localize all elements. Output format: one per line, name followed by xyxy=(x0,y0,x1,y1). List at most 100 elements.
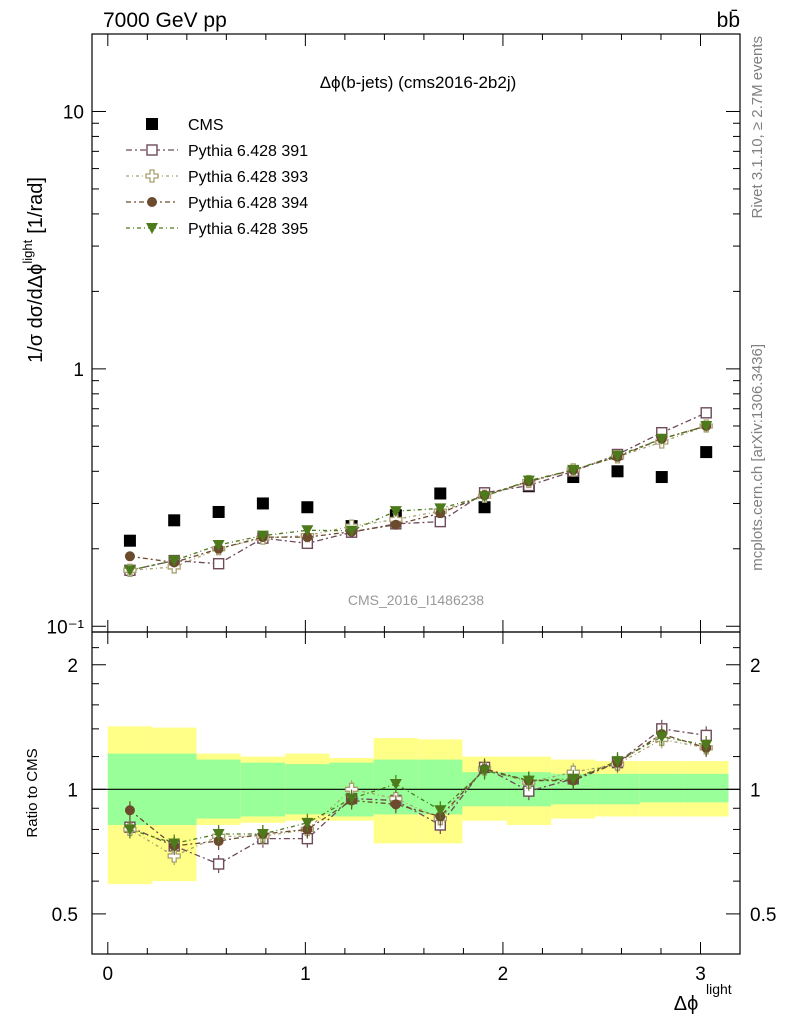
legend: CMS Pythia 6.428 391 Pythia 6.428 393 Pythi… xyxy=(126,117,308,238)
series-3-point xyxy=(302,532,313,543)
ratio-tick-label-right: 2 xyxy=(750,656,761,677)
y-tick-label: 1 xyxy=(73,360,84,381)
x-tick-labels: 0 1 2 3 xyxy=(103,964,706,985)
series-0-point xyxy=(655,471,668,484)
y-tick-label: 10⁻¹ xyxy=(47,617,85,638)
series-4-point xyxy=(389,506,402,518)
x-axis-label: Δϕ light xyxy=(674,981,732,1015)
main-axis-ticks: 10⁻¹ 1 10 xyxy=(47,33,740,638)
series-4-point xyxy=(123,565,136,577)
series-0-point xyxy=(434,487,447,500)
ratio-y-label: Ratio to CMS xyxy=(24,748,41,837)
ratio-tick-label-right: 1 xyxy=(750,780,761,801)
main-series xyxy=(123,407,713,577)
series-0-point xyxy=(123,534,136,547)
ratio-tick-label-left: 1 xyxy=(67,780,78,801)
ratio-4-point xyxy=(301,817,314,829)
series-4-point xyxy=(567,464,580,476)
svg-text:Δϕ: Δϕ xyxy=(674,993,699,1015)
ratio-4-point xyxy=(168,838,181,850)
series-4-point xyxy=(522,475,535,487)
rivet-label: Rivet 3.1.10, ≥ 2.7M events xyxy=(749,36,766,219)
ratio-4-point xyxy=(256,828,269,840)
legend-marker-2 xyxy=(145,169,159,183)
ratio-4-point xyxy=(655,731,668,743)
legend-label-0: CMS xyxy=(188,117,224,134)
legend-label-2: Pythia 6.428 393 xyxy=(188,169,308,186)
ratio-plot-frame xyxy=(91,631,741,955)
legend-marker-1 xyxy=(146,144,158,156)
series-0-point xyxy=(478,501,491,514)
y-tick-label: 10 xyxy=(63,102,84,123)
legend-label-3: Pythia 6.428 394 xyxy=(188,195,308,212)
x-tick-label: 3 xyxy=(695,964,706,985)
x-tick-label: 1 xyxy=(300,964,311,985)
series-0-point xyxy=(212,505,225,518)
series-3-point xyxy=(390,519,401,530)
ratio-bands xyxy=(92,726,740,885)
ratio-axis-ticks: 0.5 0.5 1 1 2 2 xyxy=(52,632,776,954)
series-0-point xyxy=(168,514,181,527)
main-panel: 10⁻¹ 1 10 Δϕ(b-jets) (cms2016-2b2j) CMS_20… xyxy=(47,33,741,638)
series-0-point xyxy=(256,497,269,510)
series-4-point xyxy=(700,420,713,432)
x-tick-label: 0 xyxy=(103,964,114,985)
ratio-panel: 0.5 0.5 1 1 2 2 xyxy=(52,631,776,955)
y-axis-label-main: 1/σ dσ/dΔϕ xyxy=(25,264,47,363)
series-3-point xyxy=(124,551,135,562)
legend-marker-3 xyxy=(147,197,157,207)
series-4-point xyxy=(478,491,491,503)
ratio-1-point xyxy=(212,858,225,870)
series-0-point xyxy=(611,465,624,478)
ratio-tick-label-left: 2 xyxy=(67,656,78,677)
ratio-4-point xyxy=(478,765,491,777)
series-4-point xyxy=(168,555,181,567)
band-inner-13 xyxy=(684,773,729,803)
x-axis-label-main: Δϕ xyxy=(674,993,699,1015)
series-4-point xyxy=(301,525,314,537)
ratio-2-point xyxy=(167,849,181,863)
series-4-point xyxy=(655,433,668,445)
legend-label-1: Pythia 6.428 391 xyxy=(188,143,308,160)
mcplots-label: mcplots.cern.ch [arXiv:1306.3436] xyxy=(749,344,766,571)
x-tick-label: 2 xyxy=(498,964,509,985)
ratio-3-point xyxy=(390,799,401,810)
series-line-1 xyxy=(129,412,707,571)
series-4-point xyxy=(256,530,269,542)
watermark: CMS_2016_I1486238 xyxy=(348,592,484,608)
ratio-4-point xyxy=(567,773,580,785)
series-4-point xyxy=(434,503,447,515)
series-1-point xyxy=(212,558,225,570)
ratio-line-3 xyxy=(129,733,707,847)
series-4-point xyxy=(212,539,225,551)
series-4-point xyxy=(345,525,358,537)
chart-title: Δϕ(b-jets) (cms2016-2b2j) xyxy=(320,73,517,92)
ratio-4-point xyxy=(345,793,358,805)
ratio-tick-label-right: 0.5 xyxy=(750,905,776,926)
y-axis-label-unit: [1/rad] xyxy=(25,177,47,234)
series-line-4 xyxy=(129,425,707,571)
y-axis-label: 1/σ dσ/dΔϕlight [1/rad] xyxy=(20,177,47,363)
ratio-4-point xyxy=(389,779,402,791)
series-4-point xyxy=(611,450,624,462)
legend-marker-0 xyxy=(146,118,158,130)
legend-marker-4 xyxy=(146,223,158,234)
ratio-4-point xyxy=(212,828,225,840)
svg-text:1/σ dσ/dΔϕlight[1/rad]: 1/σ dσ/dΔϕlight [1/rad] xyxy=(20,177,47,363)
process-label: bb̄ xyxy=(717,9,740,32)
ratio-3-point xyxy=(124,805,135,816)
energy-label: 7000 GeV pp xyxy=(103,9,227,32)
ratio-4-point xyxy=(123,824,136,836)
ratio-tick-label-left: 0.5 xyxy=(52,905,78,926)
ratio-4-point xyxy=(611,756,624,768)
series-line-3 xyxy=(129,425,707,564)
band-inner-12 xyxy=(639,773,685,803)
ratio-line-4 xyxy=(129,736,707,845)
ratio-4-point xyxy=(434,805,447,817)
series-0-point xyxy=(301,501,314,514)
y-axis-label-sup: light xyxy=(20,239,35,263)
legend-label-4: Pythia 6.428 395 xyxy=(188,221,308,238)
ratio-4-point xyxy=(522,775,535,787)
ratio-series xyxy=(123,719,713,874)
